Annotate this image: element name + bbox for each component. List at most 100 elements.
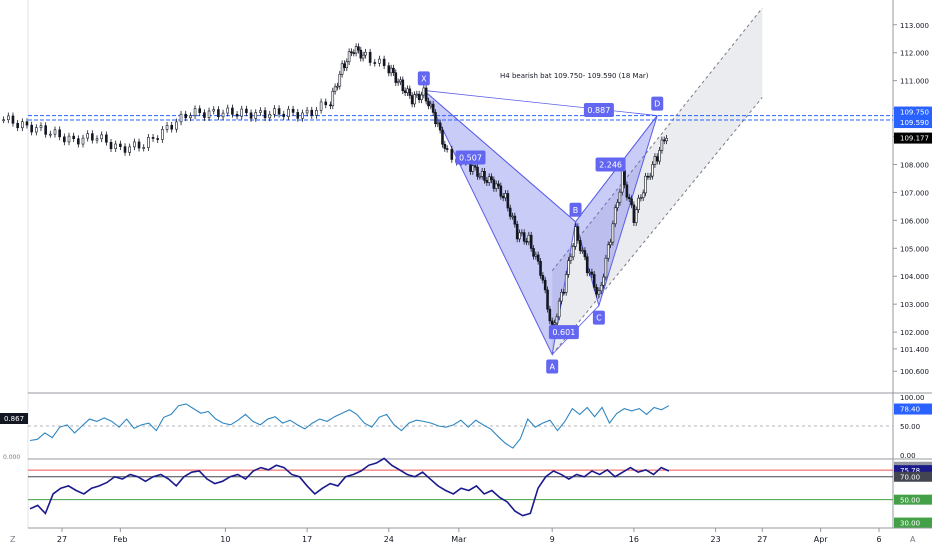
candle-body — [611, 223, 615, 243]
candle — [653, 153, 657, 168]
candle — [315, 106, 318, 119]
candle — [137, 138, 141, 152]
candle-body — [392, 67, 395, 73]
candle — [39, 122, 43, 131]
candle-body — [396, 81, 400, 84]
candle-body — [651, 164, 654, 177]
candle — [527, 231, 531, 246]
x-tick-label: Feb — [113, 535, 127, 544]
candle-body — [58, 129, 61, 138]
candle — [618, 188, 622, 206]
candle — [44, 122, 47, 138]
candle — [396, 78, 400, 86]
candle — [389, 64, 393, 77]
candle — [357, 43, 360, 54]
candle — [424, 84, 428, 105]
candle — [301, 109, 304, 122]
candle-body — [368, 51, 372, 63]
candle-body — [273, 108, 276, 115]
candle — [161, 125, 164, 143]
candle-body — [193, 108, 197, 117]
candle — [373, 59, 377, 67]
candle-body — [354, 46, 358, 54]
candle — [30, 121, 33, 136]
candle — [555, 313, 559, 327]
candle — [35, 124, 38, 136]
candle-body — [2, 119, 5, 122]
main-price-axis[interactable]: 113.000112.000111.000110.000109.000108.0… — [893, 22, 929, 376]
candle — [86, 130, 89, 142]
candle — [483, 167, 486, 184]
point-badge — [417, 71, 430, 86]
point-badge — [651, 96, 664, 111]
candle — [625, 181, 629, 201]
candle-body — [609, 241, 612, 246]
pattern-xb-line — [423, 90, 576, 223]
indicator-1-line — [29, 403, 670, 449]
candle-body — [16, 122, 19, 129]
corner-right-label[interactable]: A — [910, 535, 916, 544]
candle — [429, 100, 433, 110]
ratio-badge: 0.507 — [455, 150, 486, 165]
ascending-channel — [551, 7, 763, 355]
candle — [189, 112, 192, 122]
candle-body — [170, 125, 174, 130]
candle — [21, 118, 24, 132]
candle — [49, 130, 52, 138]
candle-body — [618, 191, 622, 203]
candle — [338, 70, 342, 90]
candle — [403, 87, 407, 97]
candle — [277, 105, 281, 118]
x-tick-label: 23 — [711, 535, 721, 544]
candle-body — [387, 65, 391, 74]
candle — [534, 251, 538, 260]
candle — [536, 251, 540, 265]
indicator-2-line — [29, 457, 670, 517]
ind2-tick-label: 70.00 — [900, 474, 920, 482]
candle — [590, 268, 594, 278]
candle-body — [119, 143, 122, 147]
y-tick-label: 112.000 — [900, 50, 929, 58]
candle — [648, 172, 652, 180]
candle-body — [277, 108, 281, 115]
candle-body — [259, 110, 262, 113]
candle-body — [492, 179, 496, 189]
candle-body — [331, 90, 335, 107]
candle-body — [198, 108, 202, 113]
candle — [100, 131, 103, 143]
candle-body — [165, 125, 169, 130]
candle — [212, 106, 216, 115]
corner-left-label[interactable]: Z — [10, 535, 16, 544]
point-badge — [546, 359, 559, 374]
point-label: X — [421, 74, 427, 83]
candle-body — [207, 110, 211, 118]
candle — [114, 140, 117, 153]
candle — [249, 109, 253, 122]
candle-body — [240, 108, 244, 117]
candle — [616, 199, 619, 212]
pattern-xab — [423, 90, 577, 357]
candle-body — [508, 207, 512, 217]
time-axis[interactable]: 27 Feb 10 17 24 Mar 9 16 23 27 Apr 6 — [57, 528, 882, 544]
candle — [287, 105, 290, 120]
candle — [567, 257, 570, 278]
candle — [543, 276, 547, 294]
candle-body — [436, 122, 440, 125]
ind2-tick-bg — [894, 465, 932, 476]
ratio-bg — [455, 150, 486, 165]
candle-body — [625, 184, 629, 198]
candle-body — [413, 94, 416, 105]
candle-body — [151, 137, 155, 139]
x-tick-label: Mar — [451, 535, 467, 544]
candle-body — [616, 202, 619, 209]
candle-body — [109, 142, 113, 150]
candle — [128, 143, 131, 156]
candle — [343, 60, 346, 72]
ind1-tick-label: 0.00 — [900, 452, 916, 460]
y-tick-label: 103.000 — [900, 301, 929, 309]
candle — [511, 212, 514, 220]
candle-body — [644, 175, 647, 194]
